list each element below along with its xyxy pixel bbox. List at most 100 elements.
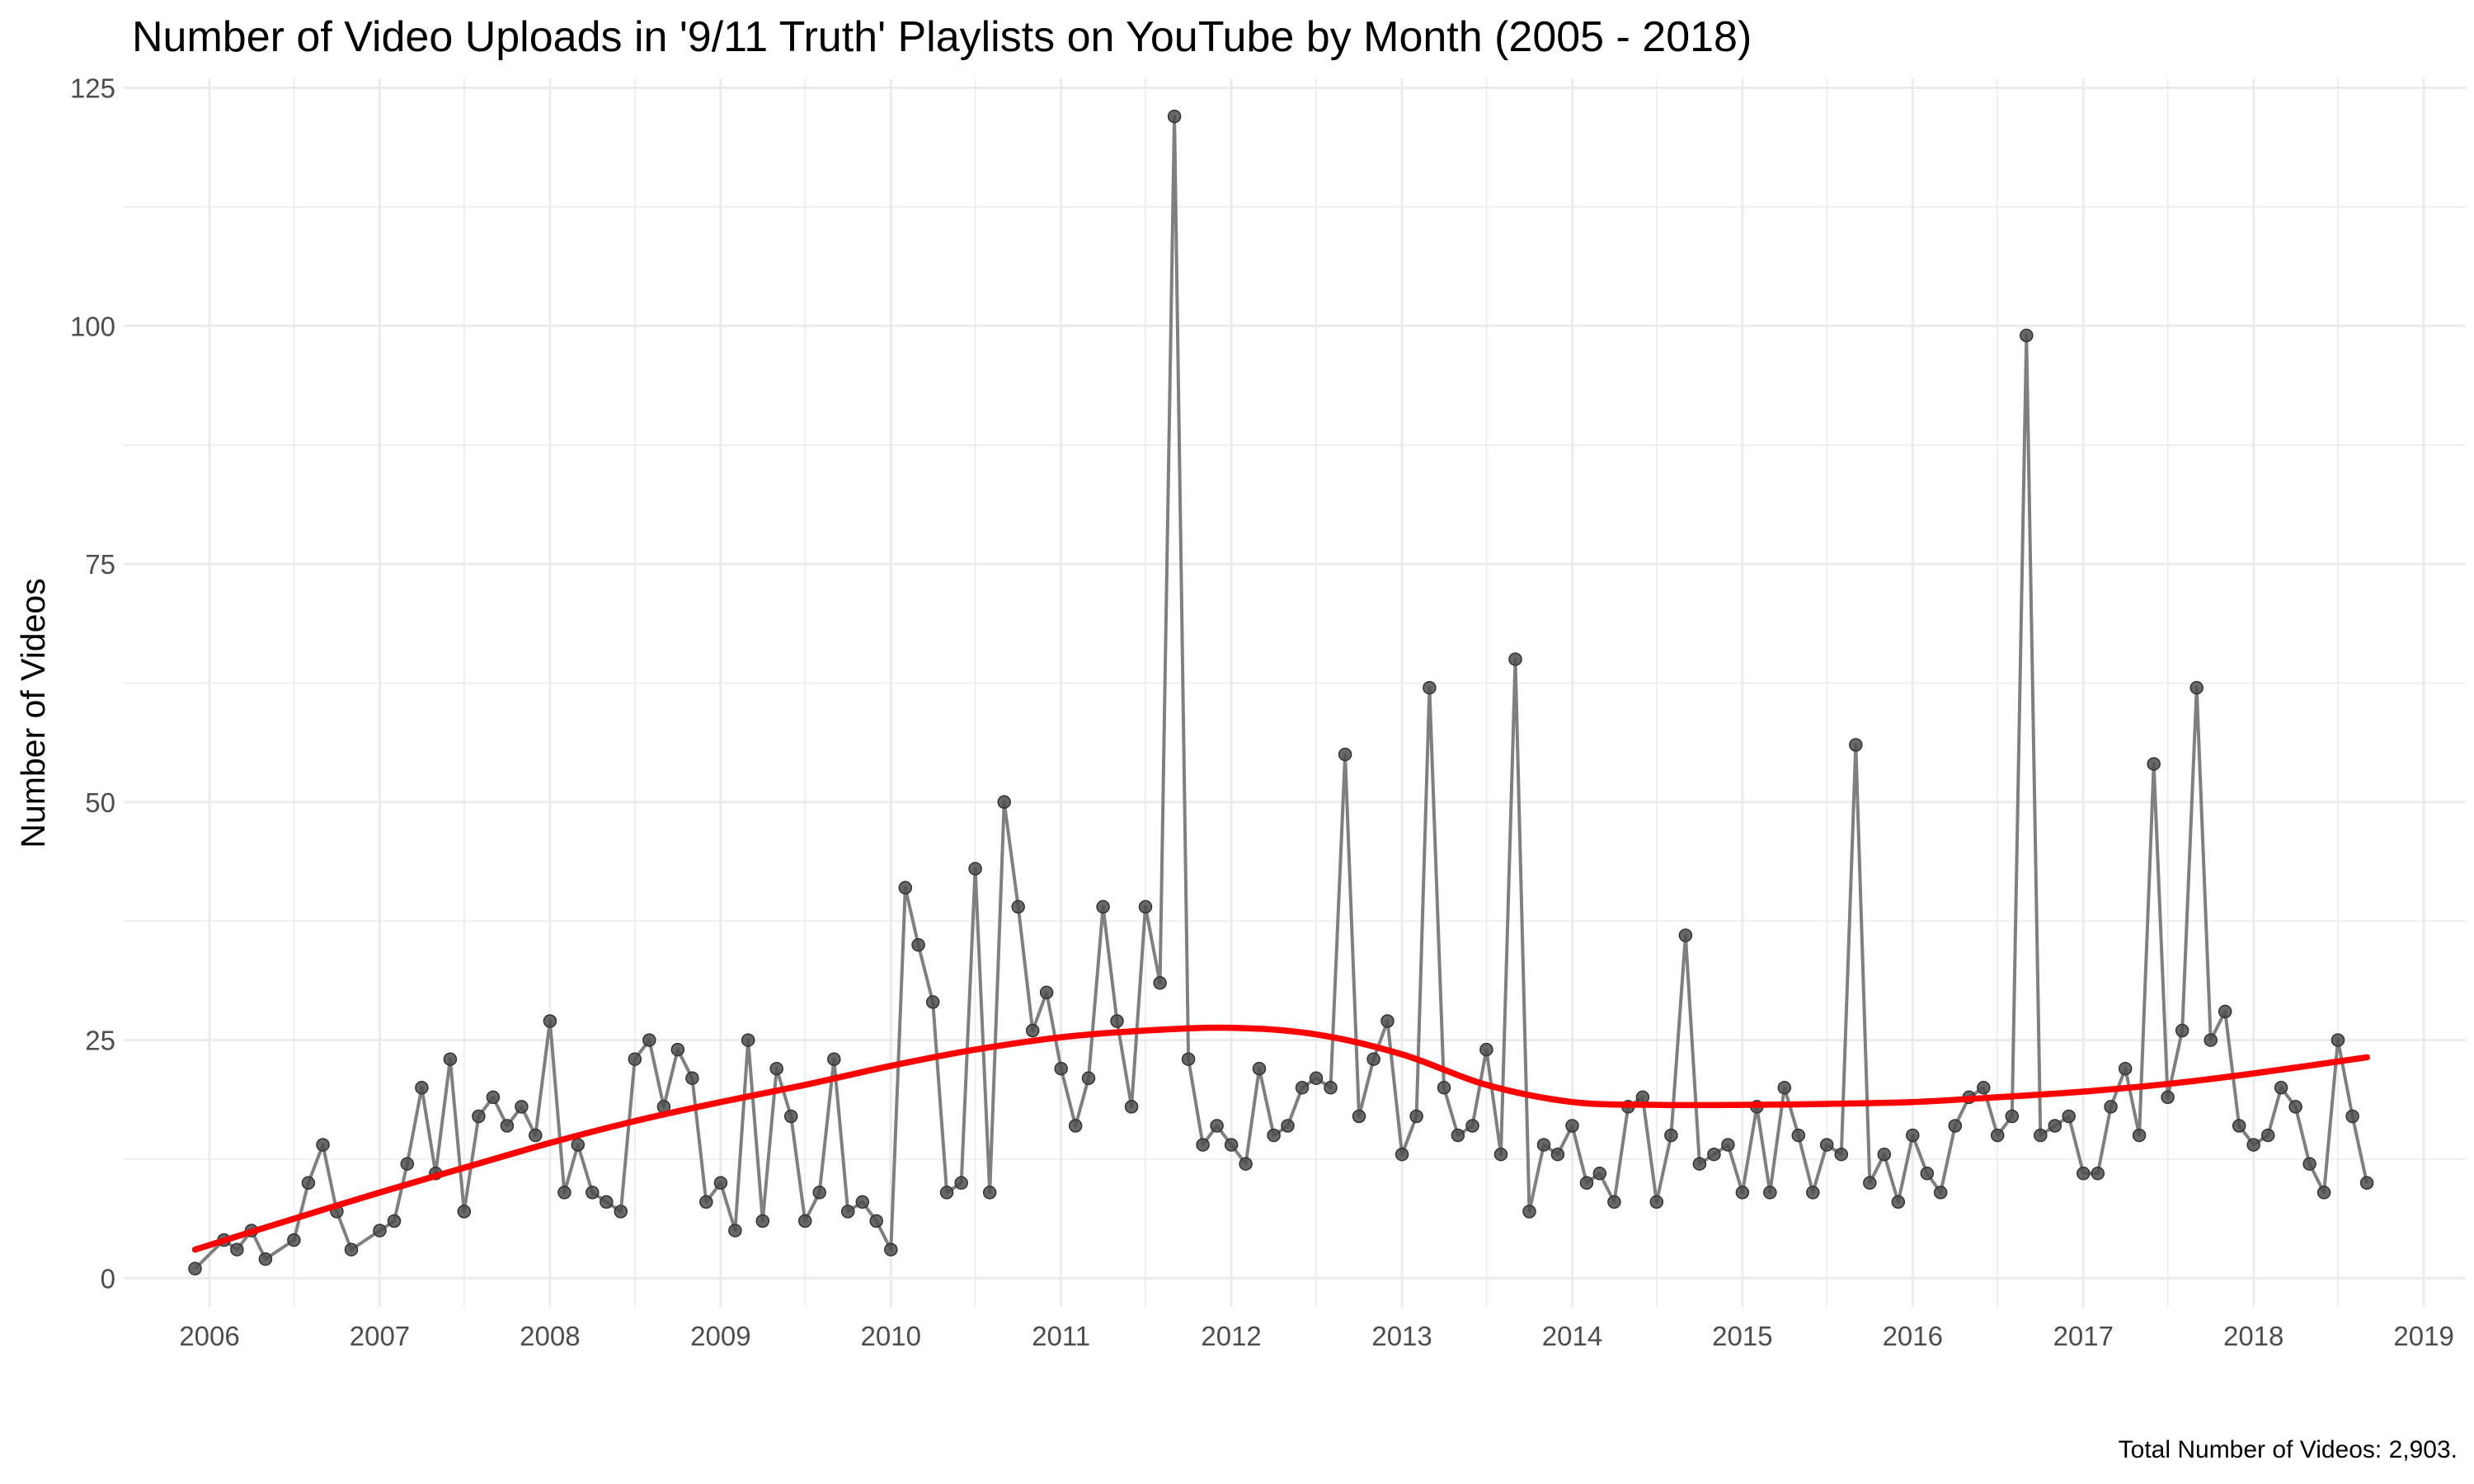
- trend-line: [191, 1024, 2370, 1253]
- data-point: [1352, 1109, 1366, 1124]
- data-point: [1395, 1147, 1409, 1162]
- data-point: [1678, 928, 1693, 942]
- data-point: [1877, 1147, 1892, 1162]
- x-tick-label: 2017: [2053, 1321, 2114, 1351]
- data-point: [1592, 1167, 1607, 1181]
- data-point: [1153, 976, 1167, 990]
- data-point: [1324, 1081, 1338, 1095]
- data-point: [911, 937, 925, 952]
- data-point: [1635, 1090, 1650, 1105]
- data-point: [1138, 899, 1153, 914]
- data-point: [685, 1071, 699, 1086]
- data-point: [1252, 1061, 1267, 1076]
- data-point: [1281, 1119, 1295, 1133]
- data-point: [586, 1186, 600, 1200]
- data-point: [1338, 747, 1352, 762]
- x-tick-label: 2010: [861, 1321, 921, 1351]
- data-point: [1579, 1176, 1594, 1190]
- data-point: [301, 1176, 316, 1190]
- data-point: [2288, 1100, 2302, 1114]
- data-point: [1990, 1128, 2005, 1143]
- data-point: [1451, 1128, 1465, 1143]
- data-point: [1224, 1138, 1239, 1152]
- data-point: [898, 881, 913, 895]
- data-point: [628, 1052, 642, 1066]
- data-point: [1054, 1061, 1068, 1076]
- data-point: [968, 862, 982, 876]
- data-point: [2132, 1128, 2147, 1143]
- data-point: [400, 1157, 415, 1171]
- y-tick-label: 25: [85, 1026, 115, 1056]
- y-tick-label: 100: [70, 311, 115, 341]
- caption: Total Number of Videos: 2,903.: [2119, 1436, 2458, 1463]
- data-point: [486, 1090, 501, 1105]
- data-point: [2316, 1186, 2331, 1200]
- data-point: [2189, 680, 2204, 695]
- data-point: [2175, 1023, 2189, 1038]
- data-point: [1167, 109, 1182, 124]
- data-point: [1977, 1081, 1991, 1095]
- data-point: [1763, 1186, 1777, 1200]
- data-point: [1011, 899, 1025, 914]
- data-point: [415, 1081, 429, 1095]
- data-point: [600, 1195, 614, 1209]
- data-point: [884, 1242, 898, 1256]
- data-point: [783, 1109, 798, 1124]
- data-point: [1366, 1052, 1380, 1066]
- data-point: [2077, 1167, 2091, 1181]
- data-point: [2359, 1176, 2374, 1190]
- data-point: [443, 1052, 458, 1066]
- data-point: [1110, 1014, 1124, 1028]
- data-point: [642, 1033, 656, 1047]
- data-point: [2331, 1033, 2345, 1047]
- data-point: [1039, 985, 1054, 1000]
- data-point: [769, 1061, 783, 1076]
- data-point: [1536, 1138, 1551, 1152]
- data-point: [1423, 680, 1437, 695]
- data-point: [1181, 1052, 1196, 1066]
- x-tick-label: 2014: [1542, 1321, 1602, 1351]
- x-tick-label: 2007: [350, 1321, 410, 1351]
- x-tick-label: 2013: [1371, 1321, 1432, 1351]
- x-tick-label: 2015: [1712, 1321, 1772, 1351]
- data-point: [2118, 1061, 2133, 1076]
- x-tick-label: 2019: [2393, 1321, 2453, 1351]
- data-point: [316, 1138, 330, 1152]
- data-point: [557, 1186, 571, 1200]
- data-point: [1210, 1119, 1224, 1133]
- data-point: [1508, 652, 1522, 666]
- chart-title: Number of Video Uploads in '9/11 Truth' …: [132, 13, 1752, 61]
- data-point: [1920, 1167, 1935, 1181]
- data-point: [344, 1242, 359, 1256]
- data-point: [1025, 1023, 1040, 1038]
- data-point: [571, 1138, 586, 1152]
- data-point: [997, 795, 1011, 810]
- data-point: [188, 1261, 202, 1276]
- data-point: [1849, 738, 1863, 752]
- grid: [124, 78, 2466, 1307]
- axis-ticks: 2006 2007 2008 2009 2010 2011 2012 2013 2014 2015…: [70, 73, 2454, 1351]
- data-point: [2302, 1157, 2316, 1171]
- y-tick-label: 50: [85, 787, 115, 818]
- data-point: [614, 1205, 628, 1219]
- data-point: [939, 1186, 954, 1200]
- data-point: [670, 1042, 685, 1057]
- data-point: [457, 1205, 472, 1219]
- y-tick-label: 75: [85, 549, 115, 580]
- data-point: [1891, 1195, 1906, 1209]
- x-tick-label: 2012: [1201, 1321, 1261, 1351]
- data-point: [2091, 1167, 2105, 1181]
- data-point: [1239, 1157, 1253, 1171]
- data-point: [258, 1252, 273, 1266]
- data-point: [1906, 1128, 1920, 1143]
- data-point: [1096, 899, 1110, 914]
- data-point: [1607, 1195, 1621, 1209]
- data-point: [2005, 1109, 2020, 1124]
- data-point: [2104, 1100, 2118, 1114]
- data-point: [515, 1100, 529, 1114]
- data-point: [1068, 1119, 1083, 1133]
- data-point: [713, 1176, 728, 1190]
- x-tick-label: 2018: [2223, 1321, 2284, 1351]
- data-point: [1479, 1042, 1493, 1057]
